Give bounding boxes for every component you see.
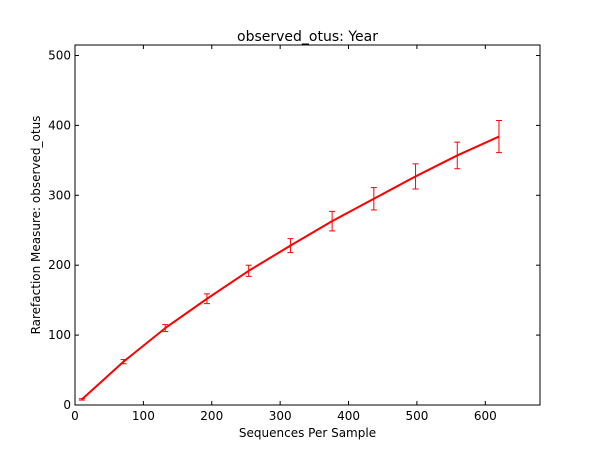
series-line bbox=[81, 135, 500, 401]
error-bar bbox=[329, 210, 336, 232]
y-tick-label: 400 bbox=[48, 118, 71, 132]
error-bar bbox=[370, 187, 377, 211]
y-tick-label: 0 bbox=[63, 398, 71, 412]
x-axis-label: Sequences Per Sample bbox=[239, 426, 376, 440]
y-tick-label: 300 bbox=[48, 188, 71, 202]
x-tick-label: 300 bbox=[269, 409, 292, 423]
x-tick-label: 0 bbox=[71, 409, 79, 423]
y-tick-label: 500 bbox=[48, 48, 71, 62]
error-bar bbox=[120, 359, 127, 365]
x-tick-label: 100 bbox=[132, 409, 155, 423]
error-bar bbox=[203, 293, 210, 305]
error-bar bbox=[412, 163, 419, 190]
x-tick-label: 600 bbox=[474, 409, 497, 423]
series-layer bbox=[78, 119, 502, 401]
y-axis-label: Rarefaction Measure: observed_otus bbox=[29, 116, 43, 335]
error-bar bbox=[245, 264, 252, 277]
y-tick-label: 200 bbox=[48, 258, 71, 272]
error-bar bbox=[162, 324, 169, 333]
y-tick-label: 100 bbox=[48, 328, 71, 342]
x-tick-label: 200 bbox=[200, 409, 223, 423]
error-bar bbox=[454, 141, 461, 170]
error-bar bbox=[78, 398, 85, 401]
error-bar bbox=[495, 119, 502, 154]
axis-ticks: 0 100 200 300 400 500 600 0 100 200 300 400 500 bbox=[48, 45, 540, 423]
x-tick-label: 500 bbox=[405, 409, 428, 423]
chart-title: observed_otus: Year bbox=[237, 29, 378, 45]
x-tick-label: 400 bbox=[337, 409, 360, 423]
error-bar bbox=[287, 238, 294, 254]
plot-frame bbox=[74, 44, 541, 406]
